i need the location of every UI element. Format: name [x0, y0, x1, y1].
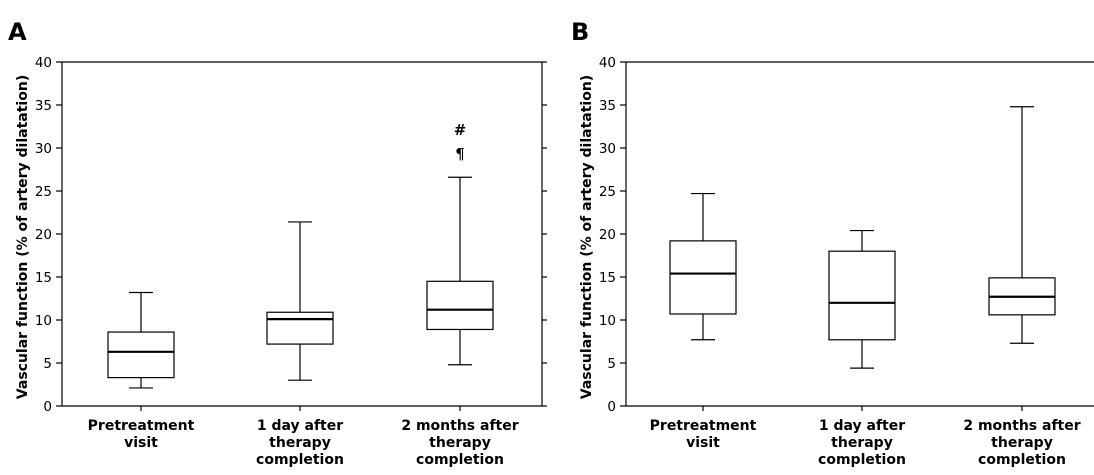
y-tick-label: 35: [599, 98, 616, 114]
x-category-label: therapy: [429, 435, 491, 451]
y-tick-label: 15: [599, 270, 616, 286]
x-category-label: Pretreatment: [650, 418, 757, 434]
x-category-label: therapy: [831, 435, 893, 451]
x-category-label: 2 months after: [401, 418, 518, 434]
y-tick-label: 5: [607, 356, 616, 372]
x-category-label: 1 day after: [819, 418, 905, 434]
x-category-label: visit: [686, 435, 720, 451]
y-tick-label: 35: [35, 98, 52, 114]
iqr-box: [828, 250, 896, 341]
significance-marker: ¶: [455, 145, 465, 163]
y-tick-label: 40: [599, 55, 616, 71]
x-category-label: therapy: [991, 435, 1053, 451]
x-category-label: 2 months after: [963, 418, 1080, 434]
y-tick-label: 30: [599, 141, 616, 157]
y-tick-label: 25: [35, 184, 52, 200]
y-tick-label: 25: [599, 184, 616, 200]
y-tick-label: 30: [35, 141, 52, 157]
x-category-label: visit: [124, 435, 158, 451]
x-category-label: completion: [978, 452, 1066, 468]
x-category-label: completion: [256, 452, 344, 468]
significance-marker: #: [454, 121, 467, 139]
y-tick-label: 10: [599, 313, 616, 329]
y-tick-label: 10: [35, 313, 52, 329]
panel-label: A: [8, 18, 27, 46]
y-tick-label: 40: [35, 55, 52, 71]
y-tick-label: 5: [43, 356, 52, 372]
y-tick-label: 20: [599, 227, 616, 243]
y-tick-label: 0: [43, 399, 52, 415]
x-category-label: therapy: [269, 435, 331, 451]
y-tick-label: 20: [35, 227, 52, 243]
iqr-box: [426, 280, 494, 331]
x-category-label: completion: [416, 452, 504, 468]
iqr-box: [669, 240, 737, 315]
y-tick-label: 0: [607, 399, 616, 415]
y-axis-title: Vascular function (% of artery dilatatio…: [15, 75, 31, 399]
y-axis-title: Vascular function (% of artery dilatatio…: [579, 75, 595, 399]
x-category-label: Pretreatment: [88, 418, 195, 434]
panel-label: B: [571, 18, 589, 46]
iqr-box: [266, 311, 334, 345]
x-category-label: 1 day after: [257, 418, 343, 434]
iqr-box: [107, 331, 175, 379]
y-tick-label: 15: [35, 270, 52, 286]
x-category-label: completion: [818, 452, 906, 468]
